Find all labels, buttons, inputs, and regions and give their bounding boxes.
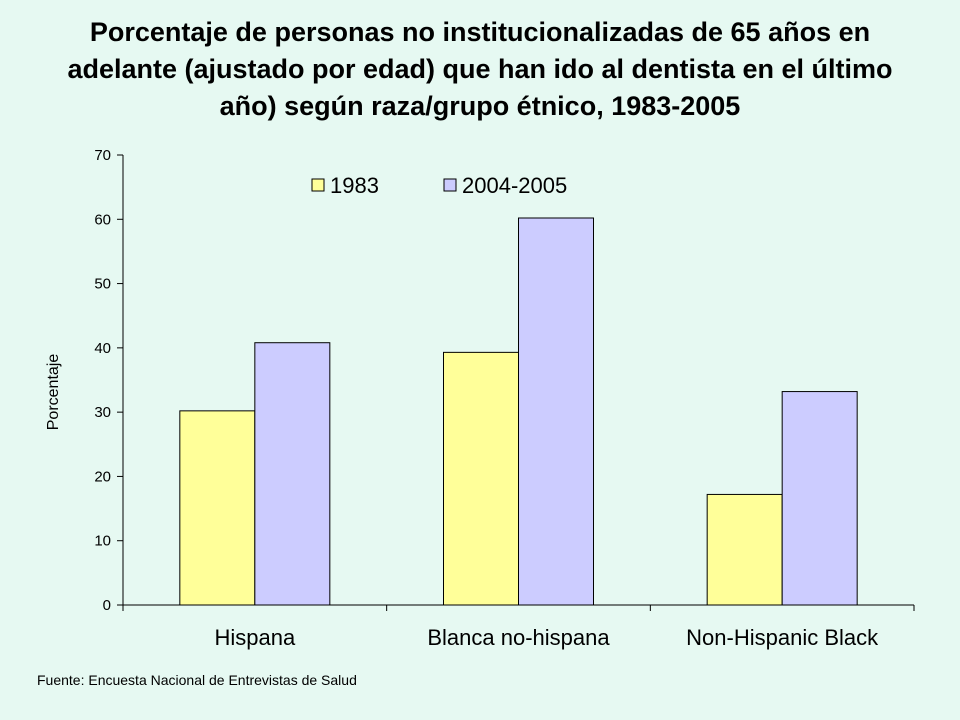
source-note: Fuente: Encuesta Nacional de Entrevistas… bbox=[37, 672, 357, 688]
bar bbox=[706, 493, 783, 606]
x-category-label: Hispana bbox=[214, 625, 295, 650]
y-axis-title: Porcentaje bbox=[45, 354, 62, 431]
y-tick-label: 20 bbox=[94, 468, 111, 485]
legend: 1983 2004-2005 bbox=[311, 173, 567, 198]
x-category-label: Non-Hispanic Black bbox=[686, 625, 879, 650]
y-tick-label: 50 bbox=[94, 276, 111, 293]
bar bbox=[781, 391, 858, 606]
bar bbox=[179, 410, 256, 606]
y-tick-label: 70 bbox=[94, 147, 111, 164]
y-tick-label: 30 bbox=[94, 404, 111, 421]
y-tick-label: 60 bbox=[94, 211, 111, 228]
y-axis: 0 10 20 30 40 50 60 70 bbox=[94, 147, 124, 614]
legend-label: 1983 bbox=[330, 173, 379, 198]
bars bbox=[179, 217, 858, 606]
bar bbox=[518, 217, 594, 606]
y-tick-label: 40 bbox=[94, 340, 111, 357]
legend-swatch bbox=[443, 178, 457, 192]
x-axis: Hispana Blanca no-hispana Non-Hispanic Bla… bbox=[122, 604, 915, 650]
bar bbox=[443, 351, 519, 606]
bar bbox=[254, 342, 331, 606]
x-category-label: Blanca no-hispana bbox=[427, 625, 610, 650]
y-tick-label: 10 bbox=[94, 533, 111, 550]
legend-swatch bbox=[311, 178, 325, 192]
legend-label: 2004-2005 bbox=[462, 173, 567, 198]
y-tick-label: 0 bbox=[103, 597, 111, 614]
chart-title: Porcentaje de personas no institucionali… bbox=[67, 17, 893, 121]
